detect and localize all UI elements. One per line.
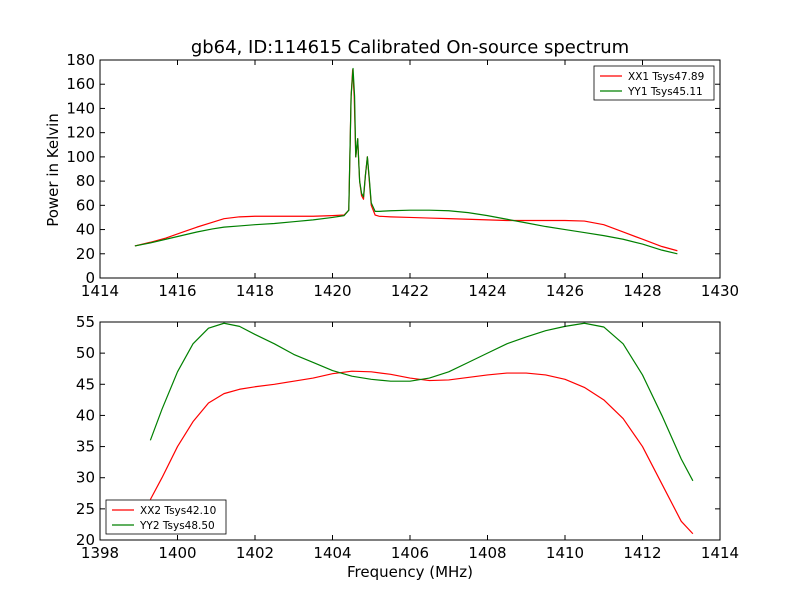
y-tick-label: 50 <box>76 344 95 362</box>
x-tick-label: 1426 <box>546 282 584 300</box>
legend-box <box>593 65 715 101</box>
x-tick-label: 1398 <box>81 544 119 562</box>
y-tick-label: 100 <box>66 148 95 166</box>
y-tick-label: 120 <box>66 124 95 142</box>
x-tick-label: 1416 <box>158 282 196 300</box>
y-axis-label: Power in Kelvin <box>44 113 62 227</box>
y-tick-label: 140 <box>66 99 95 117</box>
legend-label: XX2 Tsys42.10 <box>140 505 216 517</box>
x-tick-label: 1400 <box>158 544 196 562</box>
y-tick-label: 40 <box>76 221 95 239</box>
x-tick-label: 1410 <box>546 544 584 562</box>
y-tick-label: 80 <box>76 172 95 190</box>
legend-label: YY2 Tsys48.50 <box>139 520 215 532</box>
x-tick-label: 1428 <box>623 282 661 300</box>
figure-title: gb64, ID:114615 Calibrated On-source spe… <box>191 37 629 58</box>
y-tick-label: 45 <box>76 375 95 393</box>
legend-label: YY1 Tsys45.11 <box>627 86 703 98</box>
x-tick-label: 1414 <box>701 544 739 562</box>
series-line-2-2 <box>149 322 694 482</box>
x-axis-label: Frequency (MHz) <box>347 563 473 581</box>
y-tick-label: 40 <box>76 406 95 424</box>
x-tick-label: 1414 <box>81 282 119 300</box>
x-tick-label: 1424 <box>468 282 506 300</box>
legend: XX1 Tsys47.89 YY1 Tsys45.11 <box>593 65 715 101</box>
y-tick-label: 0 <box>85 269 95 287</box>
y-tick-label: 55 <box>76 313 95 331</box>
legend: XX2 Tsys42.10 YY2 Tsys48.50 <box>105 499 227 535</box>
y-tick-label: 30 <box>76 469 95 487</box>
x-tick-label: 1406 <box>391 544 429 562</box>
legend-label: XX1 Tsys47.89 <box>628 71 704 83</box>
x-tick-label: 1422 <box>391 282 429 300</box>
y-tick-label: 160 <box>66 75 95 93</box>
x-tick-label: 1412 <box>623 544 661 562</box>
y-tick-label: 180 <box>66 51 95 69</box>
x-tick-label: 1402 <box>236 544 274 562</box>
lower-plot-panel: 1398 1400 1402 1404 1406 1408 1410 1412 1414 20 25… <box>76 313 739 562</box>
y-tick-label: 20 <box>76 531 95 549</box>
x-tick-label: 1404 <box>313 544 351 562</box>
y-tick-label: 35 <box>76 438 95 456</box>
legend-box <box>105 499 227 535</box>
upper-plot-panel: 1414 1416 1418 1420 1422 1424 1426 1428 1430 0 20 4… <box>66 51 739 300</box>
y-tick-label: 20 <box>76 245 95 263</box>
x-tick-label: 1418 <box>236 282 274 300</box>
y-tick-label: 25 <box>76 500 95 518</box>
x-tick-label: 1430 <box>701 282 739 300</box>
series-line-1-2 <box>134 67 678 255</box>
series-line-2-1 <box>149 370 694 535</box>
series-line-1-1 <box>134 69 678 252</box>
x-tick-label: 1408 <box>468 544 506 562</box>
x-tick-label: 1420 <box>313 282 351 300</box>
y-tick-label: 60 <box>76 196 95 214</box>
